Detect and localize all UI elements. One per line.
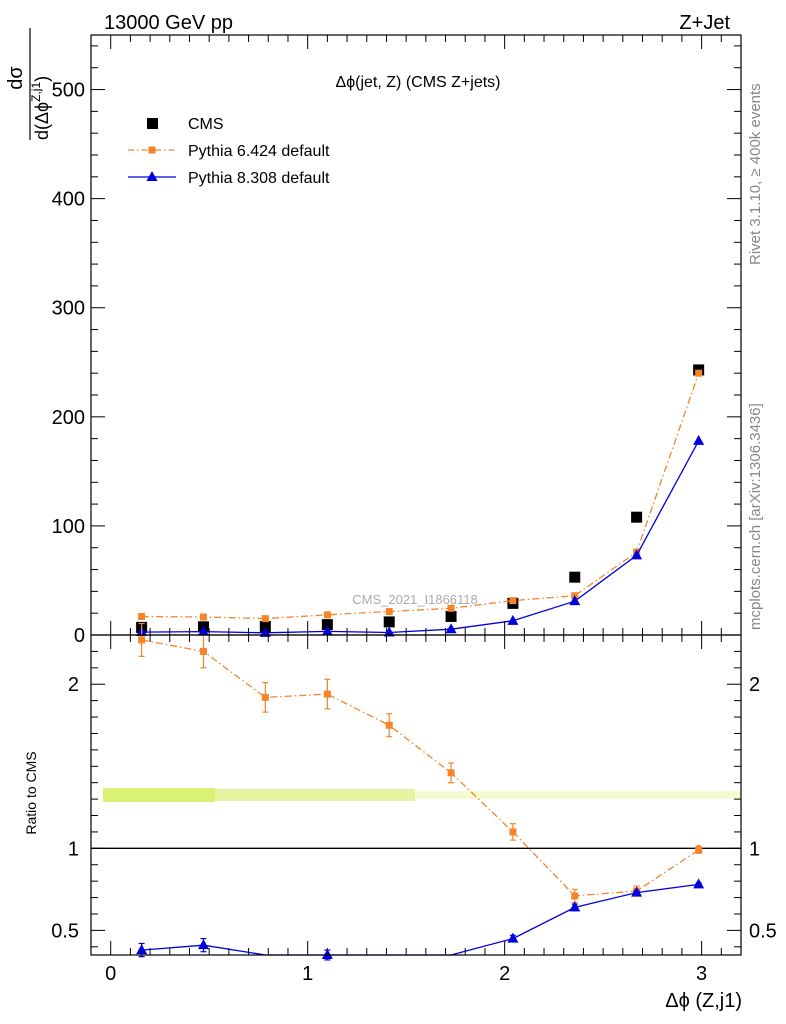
uncertainty-band-1 — [103, 788, 215, 802]
x-tick-label: 2 — [499, 963, 510, 985]
mcplots-label: mcplots.cern.ch [arXiv:1306.3436] — [747, 403, 764, 630]
main-y-axis-label: dσ d(ΔϕZ,j1) — [5, 28, 52, 140]
series-line — [141, 440, 700, 634]
ratio-series-pythia8 — [136, 878, 705, 961]
plot-title: Δϕ(jet, Z) (CMS Z+jets) — [336, 74, 501, 91]
ratio-series — [91, 622, 741, 961]
uncertainty-band-2 — [215, 789, 415, 801]
ratio-series-line — [141, 883, 699, 956]
ratio-point-pythia6 — [509, 828, 517, 836]
main-y-tick-label: 200 — [52, 407, 85, 429]
ratio-point-pythia6 — [447, 769, 455, 777]
ratio-series-line — [141, 639, 700, 897]
data-point-pythia6 — [695, 369, 703, 377]
series-line — [141, 372, 700, 620]
ratio-point-pythia8 — [569, 901, 581, 912]
rivet-version-label: Rivet 3.1.10, ≥ 400k events — [747, 83, 764, 265]
data-point-cms — [569, 571, 581, 583]
ratio-point-pythia6 — [199, 647, 207, 655]
main-y-tick-label: 300 — [52, 298, 85, 320]
data-point-cms — [445, 610, 457, 622]
data-point-cms — [383, 616, 395, 628]
ratio-point-pythia8 — [693, 878, 705, 889]
legend-marker-pythia8 — [146, 171, 158, 181]
data-point-pythia6 — [385, 608, 393, 616]
ratio-panel: 0.5 0.5 1 1 2 2 0 1 2 3 — [51, 622, 777, 985]
data-point-pythia6 — [509, 597, 517, 605]
ratio-y-tick-label-left: 1 — [68, 838, 79, 860]
ratio-y-tick-label-left: 2 — [68, 674, 79, 696]
ylabel-denominator: d(ΔϕZ,j1) — [29, 76, 52, 140]
ratio-point-pythia6 — [138, 636, 146, 644]
ratio-y-tick-label-right: 2 — [749, 674, 760, 696]
ratio-y-tick-label-right: 1 — [749, 838, 760, 860]
x-tick-label: 1 — [302, 963, 313, 985]
ratio-point-pythia6 — [261, 693, 269, 701]
data-point-pythia8 — [631, 549, 643, 560]
data-point-pythia6 — [138, 612, 146, 620]
x-tick-label: 3 — [696, 963, 707, 985]
data-point-pythia6 — [261, 615, 269, 623]
legend-label-cms: CMS — [188, 116, 224, 133]
ratio-point-pythia6 — [695, 846, 703, 854]
ratio-y-tick-label-right: 0.5 — [749, 920, 777, 942]
legend-label-pythia8: Pythia 8.308 default — [188, 170, 330, 187]
legend: CMS Pythia 6.424 default Pythia 8.308 de… — [128, 116, 330, 187]
legend-marker-cms — [147, 118, 158, 129]
data-point-pythia8 — [259, 626, 271, 637]
ratio-point-pythia8 — [321, 949, 333, 959]
main-y-tick-label: 100 — [52, 516, 85, 538]
header-process-label: Z+Jet — [679, 12, 730, 34]
data-point-pythia8 — [445, 623, 457, 634]
x-tick-label: 0 — [105, 963, 116, 985]
ratio-point-pythia8 — [631, 886, 643, 897]
data-point-cms — [259, 620, 271, 632]
ratio-point-pythia8 — [197, 939, 209, 950]
legend-item-cms: CMS — [147, 116, 224, 133]
data-point-pythia8 — [569, 595, 581, 606]
main-y-tick-label: 0 — [74, 625, 85, 647]
legend-item-pythia6: Pythia 6.424 default — [128, 143, 330, 160]
ratio-point-pythia8 — [136, 944, 148, 955]
data-point-cms — [631, 511, 643, 523]
main-ticks: 0 100 200 300 400 500 — [52, 35, 742, 647]
ratio-frame — [90, 634, 742, 956]
x-axis-label: Δϕ (Z,j1) — [665, 990, 742, 1012]
legend-label-pythia6: Pythia 6.424 default — [188, 143, 330, 160]
data-point-pythia8 — [321, 625, 333, 636]
uncertainty-band-3 — [415, 791, 741, 799]
ratio-point-pythia6 — [323, 690, 331, 698]
ratio-point-pythia6 — [385, 721, 393, 729]
data-point-pythia6 — [447, 604, 455, 612]
data-point-pythia8 — [383, 626, 395, 637]
header-energy-label: 13000 GeV pp — [104, 12, 233, 34]
data-point-pythia6 — [323, 611, 331, 619]
ylabel-numerator: dσ — [5, 66, 27, 90]
series-pythia-6-424-default — [138, 369, 703, 623]
data-point-pythia8 — [197, 625, 209, 636]
data-point-pythia6 — [199, 613, 207, 621]
analysis-watermark: CMS_2021_I1866118 — [352, 592, 478, 607]
ratio-point-pythia6 — [571, 892, 579, 900]
ratio-y-tick-label-left: 0.5 — [51, 920, 79, 942]
data-point-cms — [321, 619, 333, 631]
ratio-point-pythia8 — [507, 932, 519, 943]
ratio-series-pythia6 — [138, 622, 703, 904]
ratio-ticks: 0.5 0.5 1 1 2 2 0 1 2 3 — [51, 635, 777, 985]
legend-item-pythia8: Pythia 8.308 default — [128, 170, 330, 187]
data-point-pythia8 — [507, 614, 519, 625]
ratio-y-axis-label: Ratio to CMS — [23, 751, 39, 834]
main-y-tick-label: 500 — [52, 80, 85, 102]
legend-marker-pythia6 — [148, 146, 156, 154]
main-y-tick-label: 400 — [52, 189, 85, 211]
data-point-pythia8 — [693, 434, 705, 445]
